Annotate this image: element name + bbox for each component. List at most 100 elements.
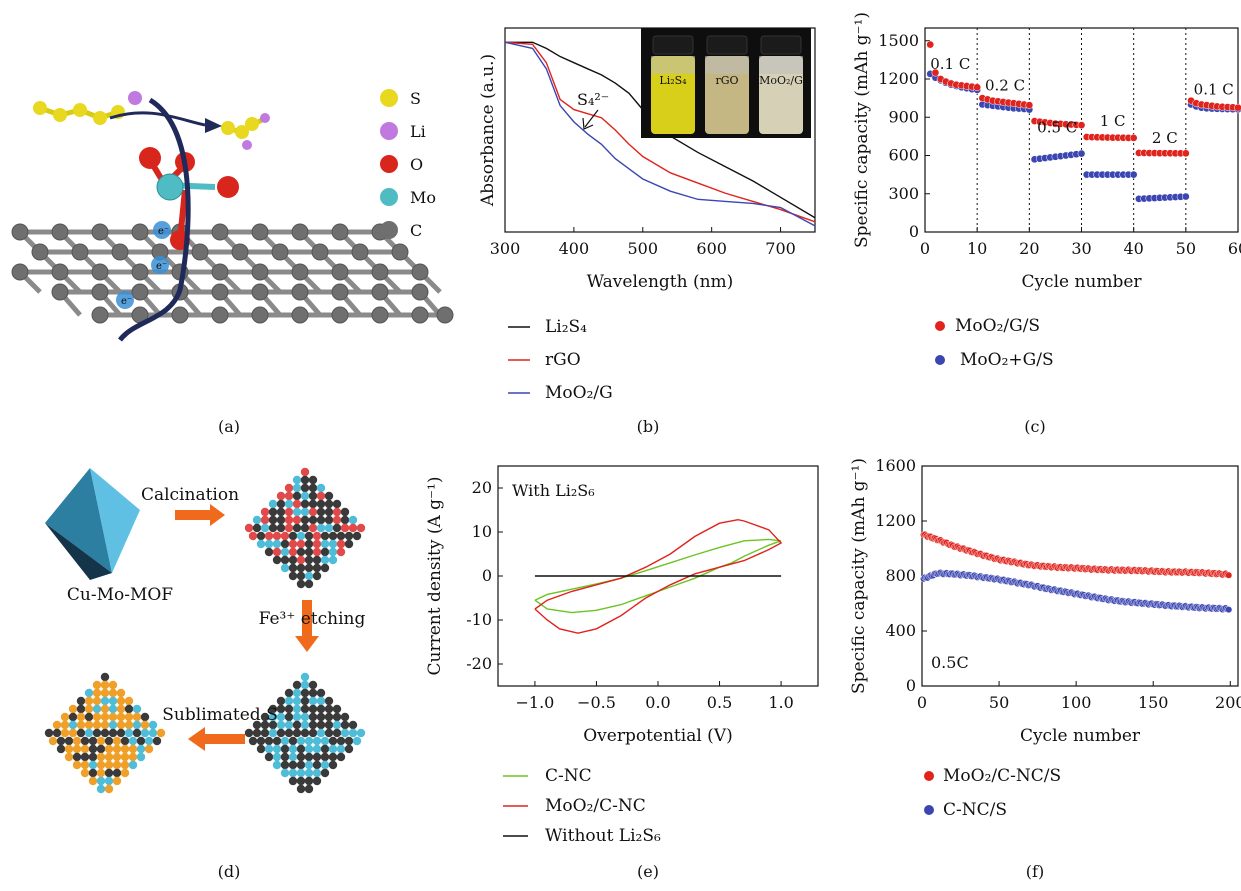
particle-atom	[268, 507, 278, 517]
particle-atom	[300, 499, 310, 509]
particle-atom	[352, 531, 362, 541]
arrow-right	[175, 504, 225, 526]
particle-atom	[92, 696, 102, 706]
particle-atom	[332, 523, 342, 533]
panel-d-schematic: Cu-Mo-MOF Calcination Fe³⁺ etching Subli…	[44, 467, 365, 881]
particle-atom	[332, 720, 342, 730]
particle-atom	[284, 483, 294, 493]
particle-atom	[100, 712, 110, 722]
legend-marker	[935, 355, 945, 365]
legend-atom	[380, 89, 398, 107]
particle-atom	[124, 712, 134, 722]
particle-atom	[100, 680, 110, 690]
particle-atom	[116, 704, 126, 714]
particle-atom	[332, 515, 342, 525]
particle-atom	[316, 696, 326, 706]
particle-atom	[280, 752, 290, 762]
particle-atom	[336, 539, 346, 549]
rate-label: 0.1 C	[930, 55, 970, 73]
arrow-down	[295, 600, 319, 652]
particle-atom	[268, 728, 278, 738]
x-tick-label: 0	[920, 239, 930, 258]
particle-atom	[296, 531, 306, 541]
particle-atom	[288, 563, 298, 573]
particle-atom	[300, 491, 310, 501]
particle-atom	[312, 736, 322, 746]
particle-atom	[64, 752, 74, 762]
particle-atom	[48, 736, 58, 746]
vial-cap	[652, 35, 694, 55]
legend-label: C-NC/S	[943, 800, 1007, 820]
carbon-atom	[91, 283, 109, 301]
particle-atom	[96, 784, 106, 794]
particle-atom	[296, 736, 306, 746]
particle-atom	[312, 571, 322, 581]
carbon-atom	[71, 243, 89, 261]
particle-atom	[276, 720, 286, 730]
particle-atom	[268, 712, 278, 722]
particle-atom	[252, 515, 262, 525]
particle-atom	[296, 744, 306, 754]
particle-atom	[316, 720, 326, 730]
particle-atom	[108, 728, 118, 738]
data-point	[1025, 101, 1034, 109]
particle-atom	[76, 696, 86, 706]
calcination-label: Calcination	[141, 485, 239, 505]
particle-atom	[256, 744, 266, 754]
particle-atom	[128, 744, 138, 754]
vial-top	[759, 56, 803, 74]
x-tick-label: −0.5	[577, 693, 616, 712]
particle-atom	[272, 539, 282, 549]
particle-atom	[324, 507, 334, 517]
particle-atom	[292, 483, 302, 493]
x-tick-label: 500	[628, 239, 659, 258]
particle-atom	[72, 744, 82, 754]
particle-atom	[296, 579, 306, 589]
sublimated-label: Sublimated S	[162, 705, 277, 725]
vial-top	[705, 56, 749, 74]
particle-atom	[248, 736, 258, 746]
particle-atom	[76, 728, 86, 738]
particle-atom	[264, 547, 274, 557]
y-tick-label: 800	[885, 566, 916, 585]
particle-atom	[132, 720, 142, 730]
particle-atom	[308, 491, 318, 501]
particle-atom	[56, 736, 66, 746]
y-tick-label: 20	[472, 478, 492, 497]
x-tick-label: 1.0	[768, 693, 793, 712]
legend-label: MoO₂/C-NC/S	[943, 766, 1061, 786]
particle-atom	[292, 680, 302, 690]
particle-atom	[96, 760, 106, 770]
particle-atom	[116, 720, 126, 730]
particle-atom	[300, 728, 310, 738]
particle-atom	[60, 728, 70, 738]
y-tick-label: 600	[888, 146, 919, 165]
carbon-atom	[291, 223, 309, 241]
particle-atom	[312, 563, 322, 573]
particle-atom	[284, 515, 294, 525]
particle-atom	[68, 712, 78, 722]
panel-c-label: (c)	[1024, 417, 1045, 436]
particle-atom	[288, 547, 298, 557]
carbon-atom	[211, 283, 229, 301]
carbon-atom	[211, 223, 229, 241]
particle-atom	[296, 760, 306, 770]
particle-atom	[320, 752, 330, 762]
particle-atom	[104, 752, 114, 762]
x-tick-label: 20	[1019, 239, 1039, 258]
data-point	[1234, 103, 1241, 112]
x-axis-label: Wavelength (nm)	[587, 272, 734, 292]
particle-atom	[100, 696, 110, 706]
particle-atom	[312, 744, 322, 754]
particle-atom	[280, 563, 290, 573]
rate-label: 0.1 C	[1194, 80, 1234, 98]
particle-atom	[328, 547, 338, 557]
electron-markers: e⁻ e⁻ e⁻	[116, 221, 171, 309]
x-tick-label: 150	[1138, 693, 1169, 712]
electron-label: e⁻	[158, 226, 169, 237]
particle-atom	[316, 704, 326, 714]
particle-atom	[80, 768, 90, 778]
x-tick-label: 30	[1071, 239, 1091, 258]
particle-atom	[332, 712, 342, 722]
particle-atom	[120, 768, 130, 778]
